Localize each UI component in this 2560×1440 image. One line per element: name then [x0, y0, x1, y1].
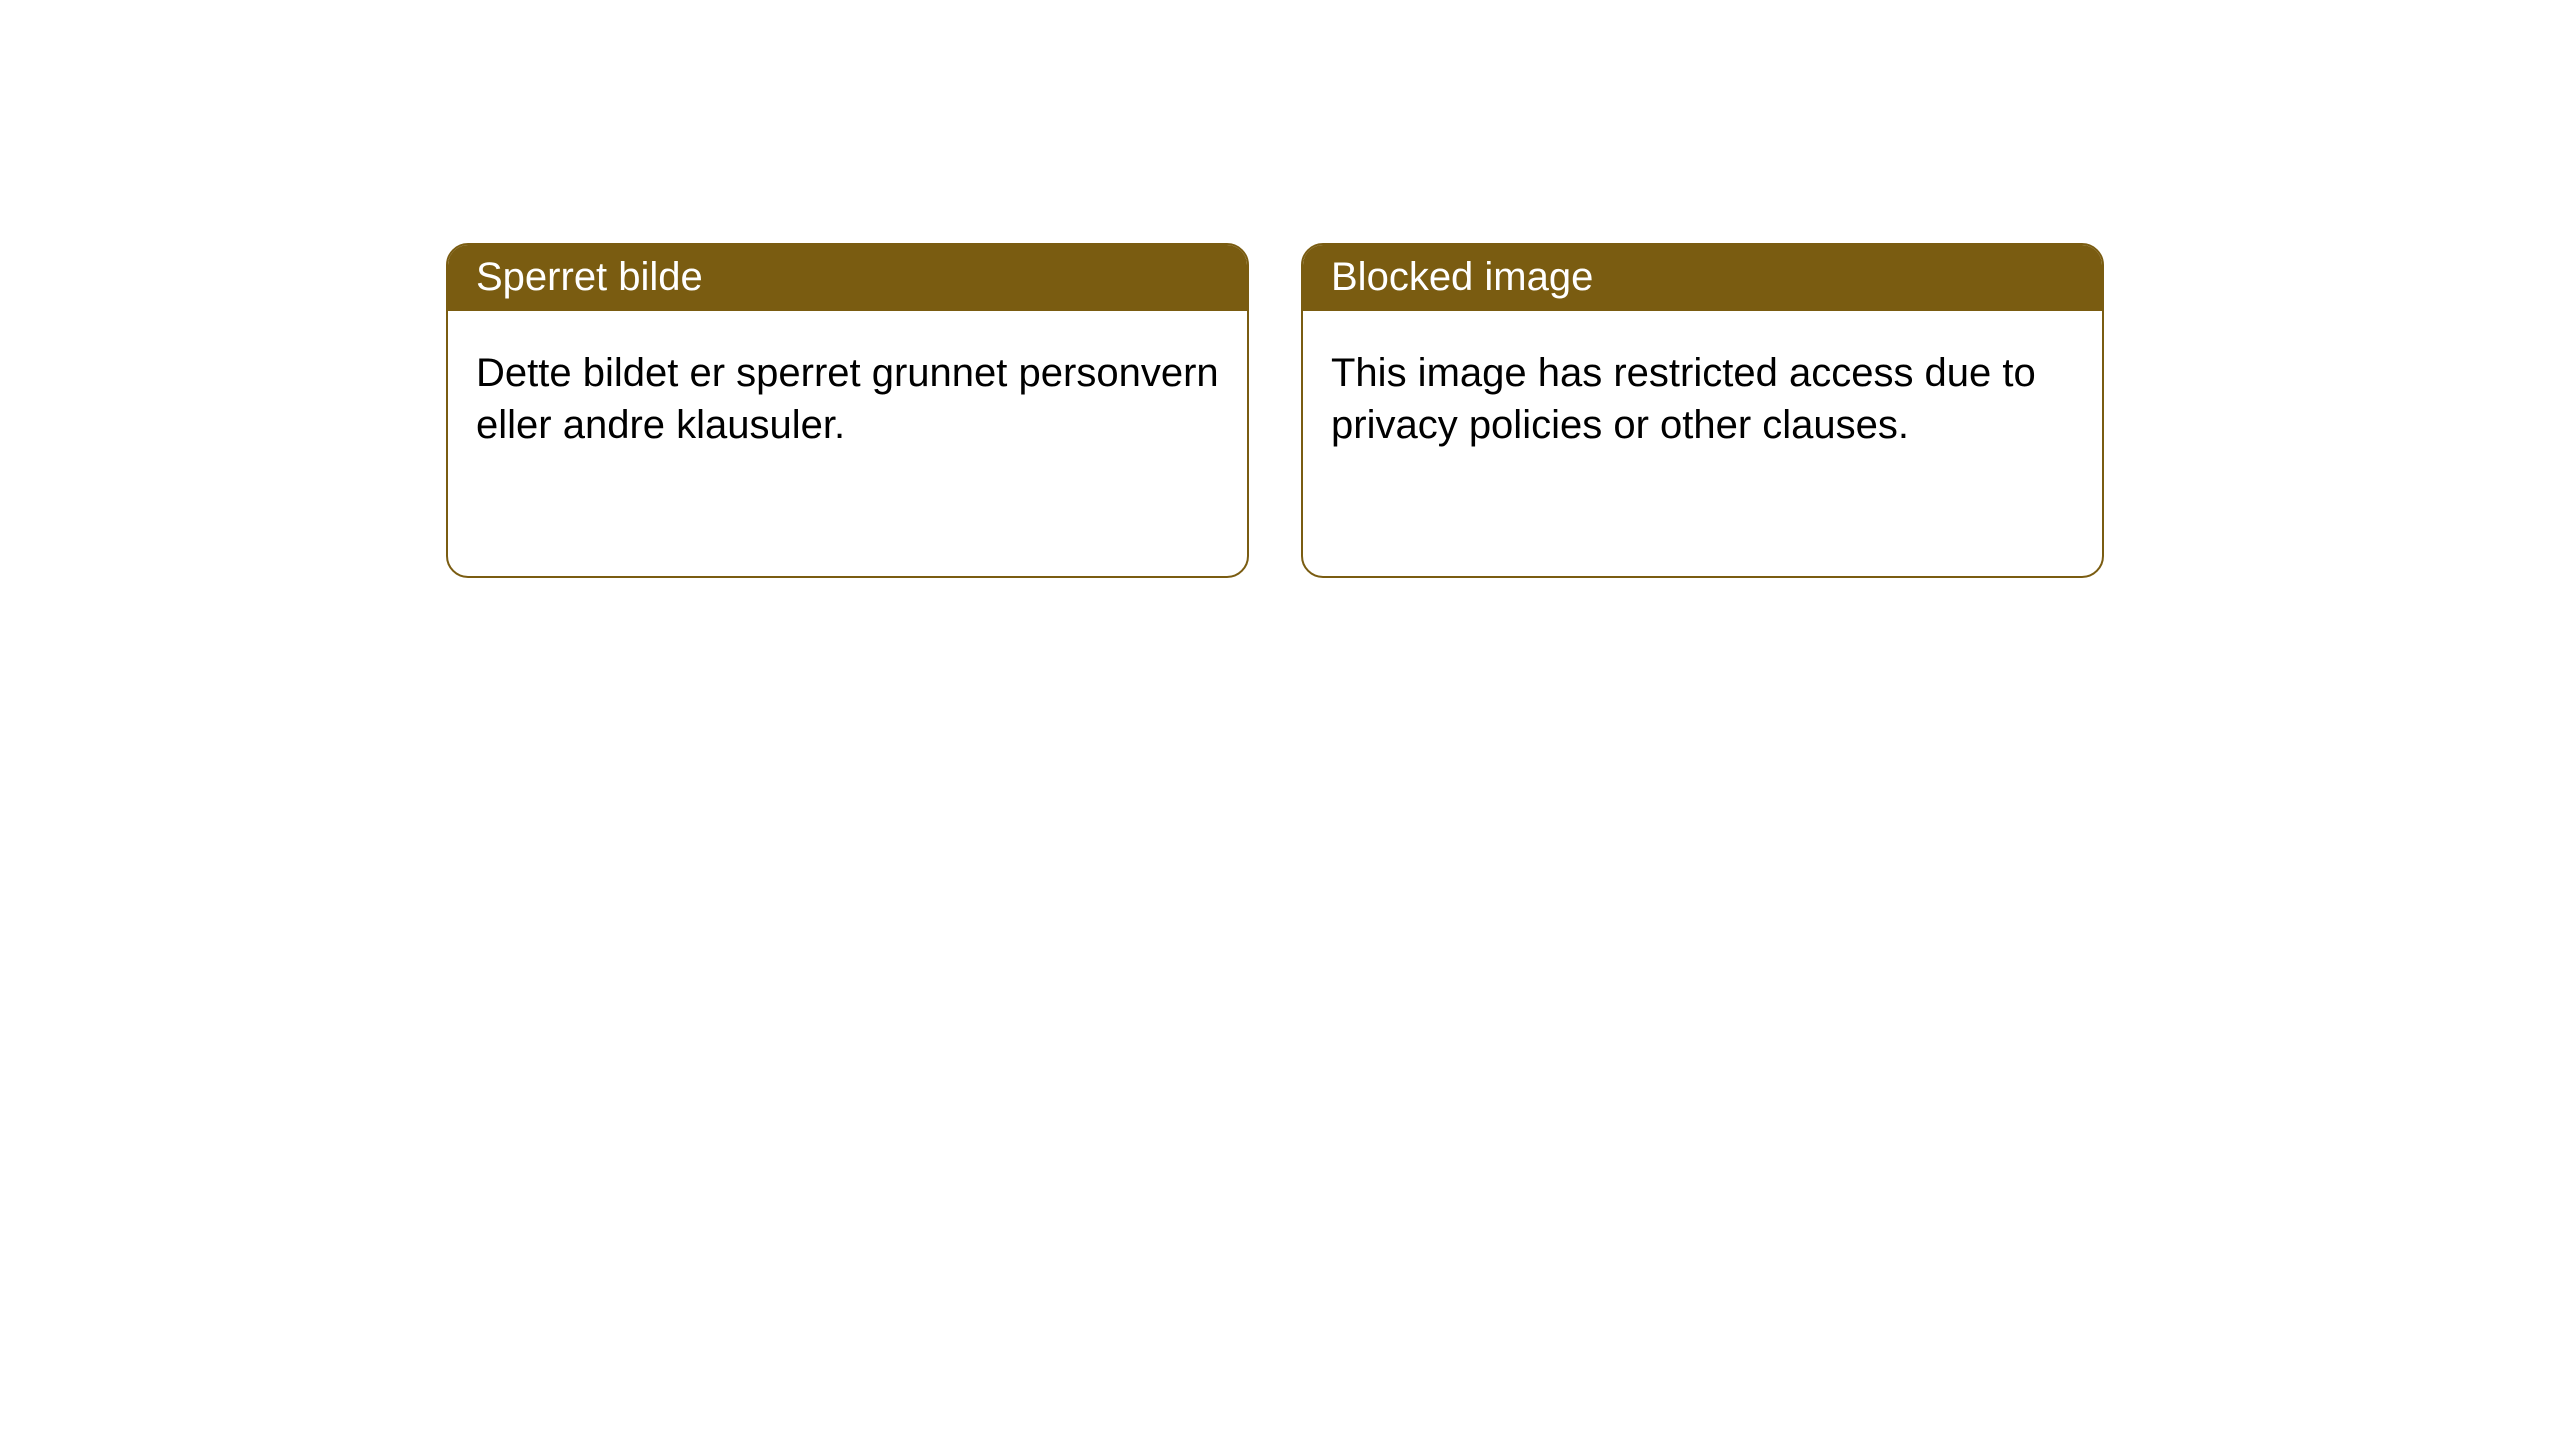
notice-header: Sperret bilde — [448, 245, 1247, 311]
notice-card-norwegian: Sperret bilde Dette bildet er sperret gr… — [446, 243, 1249, 578]
notice-container: Sperret bilde Dette bildet er sperret gr… — [0, 0, 2560, 578]
notice-body: Dette bildet er sperret grunnet personve… — [448, 311, 1247, 479]
notice-body: This image has restricted access due to … — [1303, 311, 2102, 479]
notice-card-english: Blocked image This image has restricted … — [1301, 243, 2104, 578]
notice-header: Blocked image — [1303, 245, 2102, 311]
